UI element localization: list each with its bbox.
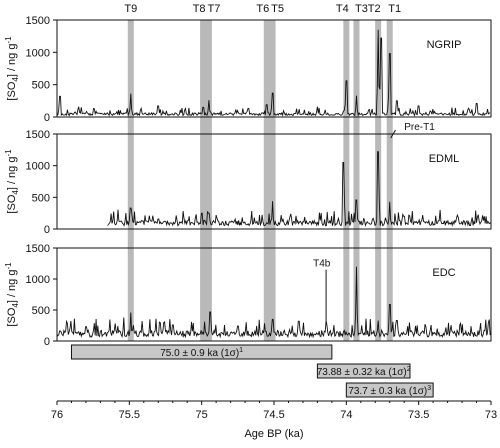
annotations: Pre-T1 T4b — [313, 122, 435, 321]
y-tick-label: 1500 — [26, 15, 50, 27]
tie-label-t5: T5 — [271, 3, 284, 15]
age-bars: 75.0 ± 0.9 ka (1σ)1 73.88 ± 0.32 ka (1σ)2… — [70, 344, 434, 398]
panel-edc: 0 500 1000 1500 [SO4] / ng g-1 EDC — [4, 243, 492, 348]
pre-t1-leader — [390, 129, 396, 139]
band-t2 — [375, 20, 382, 341]
panels: 0 500 1000 1500 [SO4] / ng g-1 NGRIP 0 500 1000 1… — [4, 15, 492, 348]
y-tick-label: 500 — [32, 80, 50, 92]
y-axis-label: [SO4] / ng g-1 — [4, 262, 20, 327]
y-tick-label: 0 — [44, 112, 50, 124]
band-t7 — [205, 20, 212, 341]
y-tick-label: 0 — [44, 224, 50, 236]
series-line-ngrip — [56, 29, 491, 117]
age-bar-label-3: 73.7 ± 0.3 ka (1σ)3 — [348, 385, 431, 397]
x-tick-label: 73.5 — [408, 409, 429, 421]
y-tick-label: 1500 — [26, 129, 50, 141]
tie-point-labels: T9 T8 T7 T6 T5 T4 T3 T2 T1 — [124, 3, 401, 15]
band-t5 — [269, 20, 276, 341]
x-tick-label: 74.5 — [263, 409, 284, 421]
y-tick-label: 1500 — [26, 243, 50, 255]
tie-label-t6: T6 — [256, 3, 269, 15]
y-tick-label: 500 — [32, 305, 50, 317]
x-axis-label: Age BP (ka) — [244, 428, 303, 440]
band-t9 — [127, 20, 134, 341]
tie-label-t7: T7 — [207, 3, 220, 15]
tie-label-t3: T3 — [355, 3, 368, 15]
age-bar-3 — [345, 382, 434, 398]
tie-label-t2: T2 — [368, 3, 381, 15]
panel-edml: 0 500 1000 1500 [SO4] / ng g-1 EDML — [4, 129, 492, 236]
series-label-edml: EDML — [429, 153, 460, 165]
age-bar-label-2: 73.88 ± 0.32 ka (1σ)2 — [317, 366, 411, 378]
x-tick-label: 73 — [485, 409, 497, 421]
y-tick-label: 1000 — [26, 161, 50, 173]
age-bar-label-1: 75.0 ± 0.9 ka (1σ)1 — [160, 347, 243, 359]
y-axis-label: [SO4] / ng g-1 — [4, 149, 20, 214]
y-tick-label: 0 — [44, 336, 50, 348]
tie-label-t8: T8 — [193, 3, 206, 15]
annotation-pre-t1: Pre-T1 — [404, 122, 435, 133]
x-axis: 76 75.5 75 74.5 74 73.5 73 Age BP (ka) — [51, 400, 497, 440]
tie-label-t9: T9 — [124, 3, 137, 15]
y-tick-label: 500 — [32, 192, 50, 204]
series-line-edc — [56, 266, 491, 339]
panel-frame — [56, 247, 492, 342]
band-t8 — [200, 20, 207, 341]
x-tick-label: 76 — [51, 409, 63, 421]
band-t1 — [386, 20, 393, 341]
age-bar-1 — [70, 344, 333, 360]
series-line-edml — [107, 151, 491, 228]
tie-label-t1: T1 — [388, 3, 401, 15]
y-tick-label: 1000 — [26, 47, 50, 59]
y-tick-label: 1000 — [26, 274, 50, 286]
x-tick-label: 74 — [340, 409, 352, 421]
y-axis-label: [SO4] / ng g-1 — [4, 36, 20, 101]
series-label-ngrip: NGRIP — [427, 39, 462, 51]
x-tick-label: 75.5 — [119, 409, 140, 421]
band-t6 — [263, 20, 270, 341]
series-label-edc: EDC — [432, 267, 455, 279]
tie-label-t4: T4 — [336, 3, 349, 15]
tie-point-bands — [127, 20, 393, 341]
panel-ngrip: 0 500 1000 1500 [SO4] / ng g-1 NGRIP — [4, 15, 492, 124]
panel-frame — [56, 133, 492, 230]
age-bar-2 — [316, 363, 411, 379]
band-t4 — [343, 20, 350, 341]
band-t3 — [353, 20, 360, 341]
x-tick-label: 75 — [196, 409, 208, 421]
panel-frame — [56, 19, 492, 118]
annotation-t4b: T4b — [313, 259, 331, 270]
